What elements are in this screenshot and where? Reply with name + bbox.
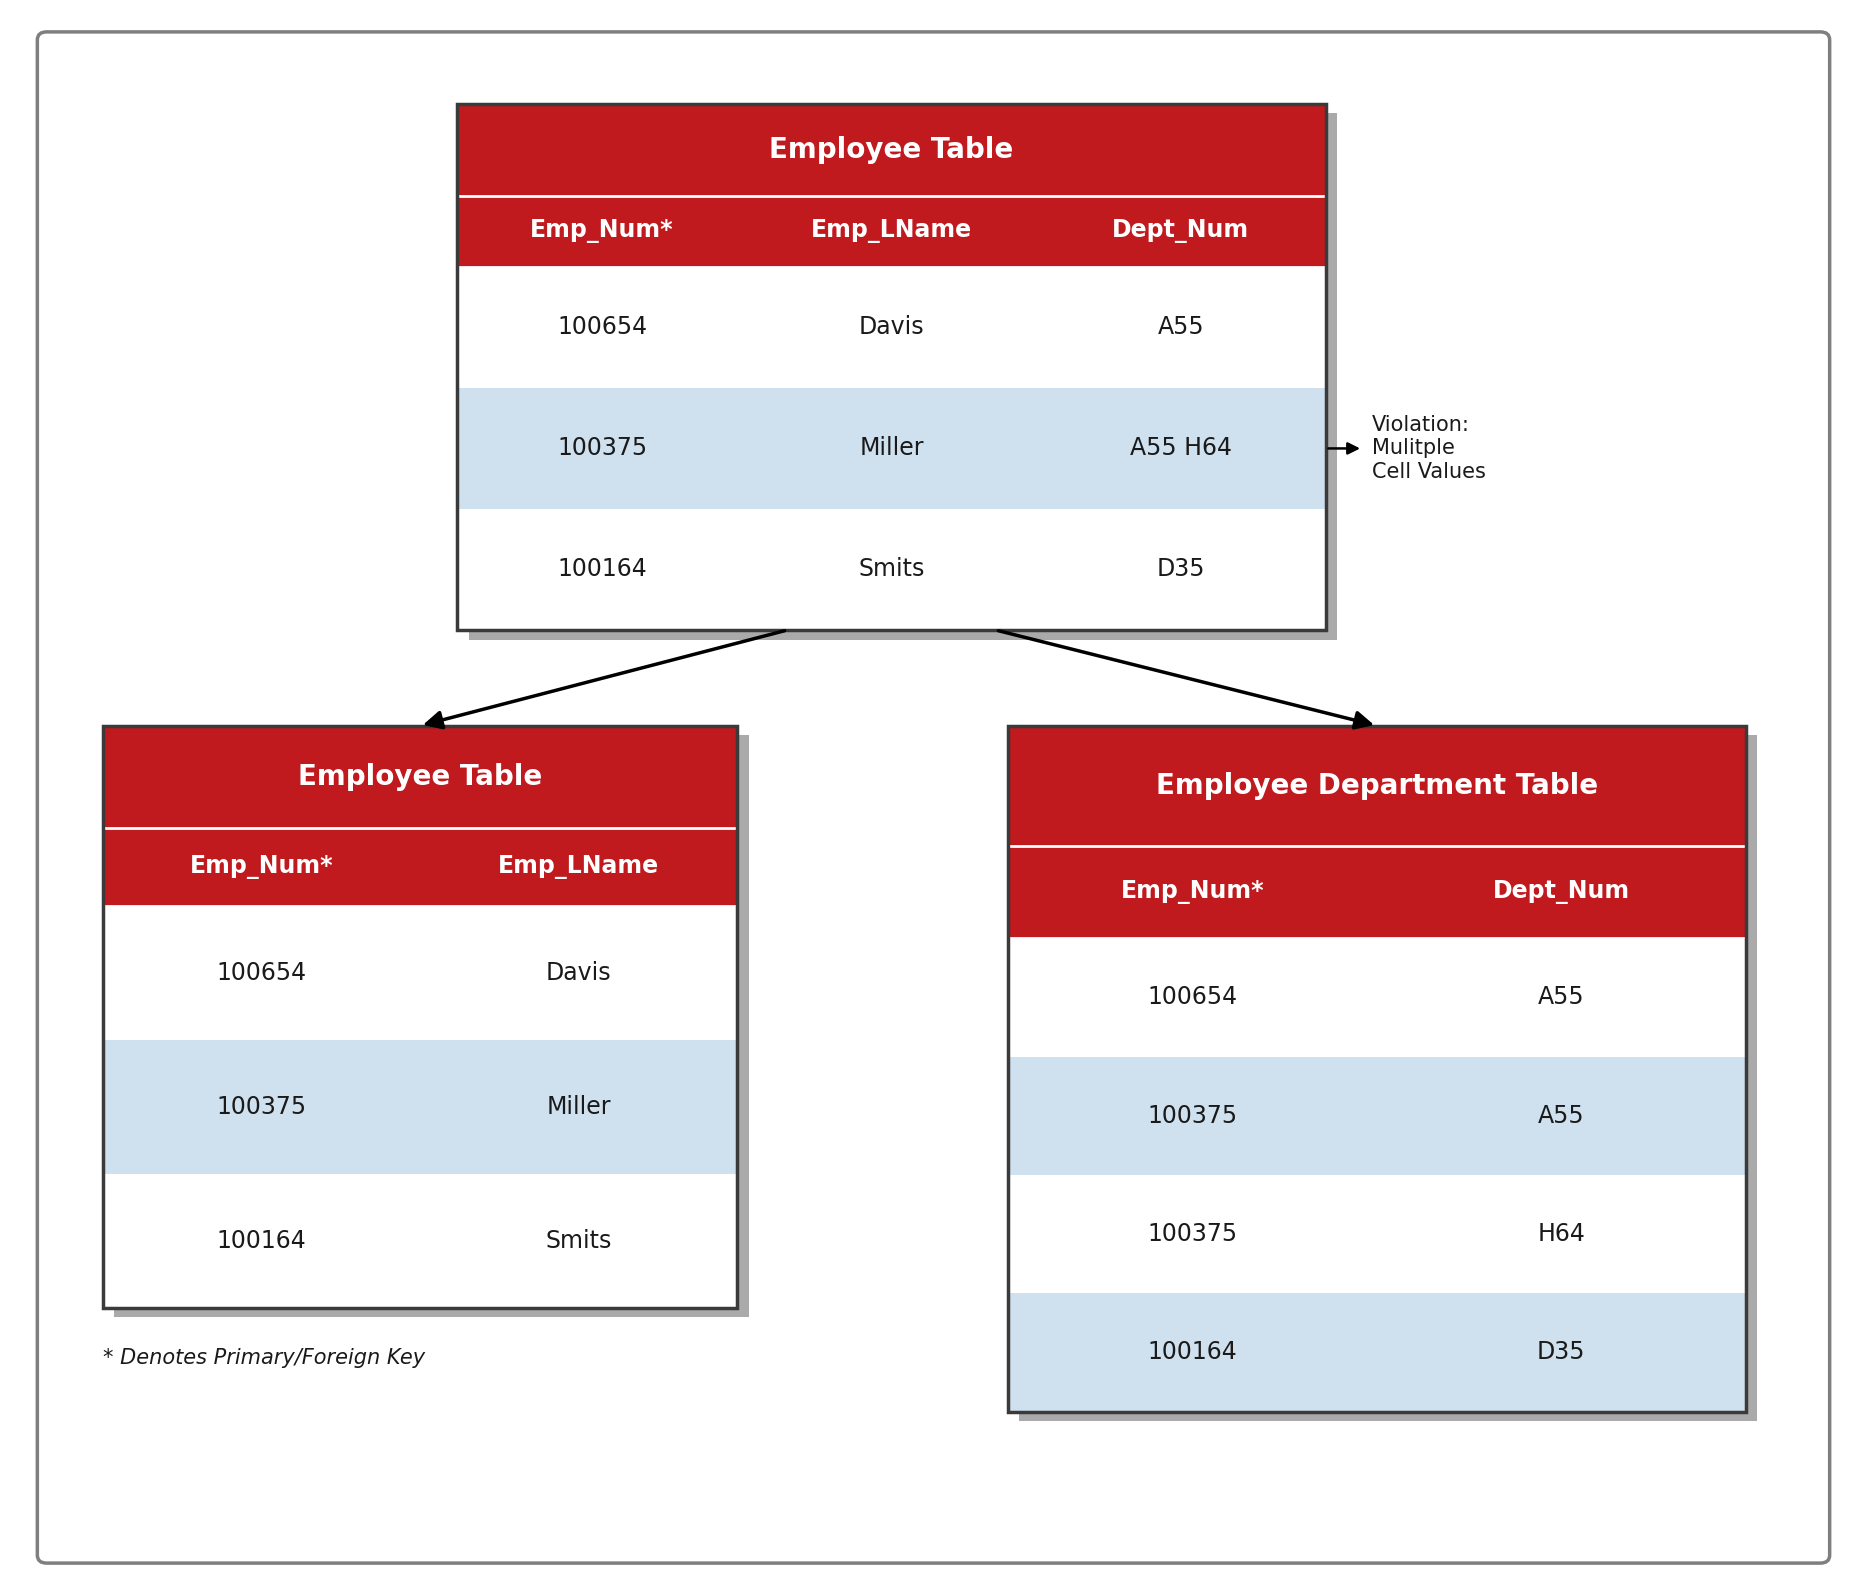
Text: Davis: Davis: [545, 962, 612, 986]
Bar: [457, 104, 1326, 630]
Bar: [114, 735, 749, 1317]
Bar: [1019, 735, 1757, 1421]
Text: Emp_Num*: Emp_Num*: [530, 220, 674, 244]
Bar: [103, 726, 737, 1308]
FancyBboxPatch shape: [37, 32, 1830, 1563]
Bar: [457, 388, 1326, 509]
Text: 100654: 100654: [1148, 986, 1238, 1010]
Bar: [457, 196, 1326, 266]
Bar: [1008, 726, 1746, 845]
Text: Employee Table: Employee Table: [769, 136, 1014, 164]
Bar: [1008, 938, 1746, 1056]
Text: A55 H64: A55 H64: [1130, 437, 1232, 461]
Text: A55: A55: [1538, 986, 1585, 1010]
Bar: [1008, 1056, 1746, 1176]
Text: Dept_Num: Dept_Num: [1494, 880, 1630, 904]
Text: 100375: 100375: [556, 437, 648, 461]
Text: A55: A55: [1158, 316, 1204, 340]
Bar: [457, 509, 1326, 630]
Text: 100654: 100654: [217, 962, 306, 986]
Text: 100375: 100375: [1148, 1222, 1238, 1246]
Text: Dept_Num: Dept_Num: [1113, 220, 1249, 244]
Text: * Denotes Primary/Foreign Key: * Denotes Primary/Foreign Key: [103, 1348, 426, 1369]
Text: H64: H64: [1537, 1222, 1585, 1246]
Text: 100375: 100375: [217, 1096, 306, 1120]
Bar: [1008, 1294, 1746, 1412]
Bar: [1008, 726, 1746, 1412]
Text: 100164: 100164: [556, 558, 648, 582]
Text: 100654: 100654: [556, 316, 648, 340]
Bar: [103, 1040, 737, 1174]
Text: Miller: Miller: [859, 437, 924, 461]
Text: Davis: Davis: [859, 316, 924, 340]
Text: Smits: Smits: [545, 1230, 612, 1254]
Bar: [469, 113, 1337, 640]
Bar: [103, 828, 737, 906]
Text: Emp_Num*: Emp_Num*: [1120, 880, 1264, 904]
Text: A55: A55: [1538, 1104, 1585, 1128]
Text: D35: D35: [1537, 1340, 1585, 1364]
Bar: [103, 1174, 737, 1308]
Text: Emp_LName: Emp_LName: [810, 220, 973, 244]
Text: 100164: 100164: [1148, 1340, 1238, 1364]
Text: Smits: Smits: [859, 558, 924, 582]
Text: 100375: 100375: [1148, 1104, 1238, 1128]
Text: Employee Table: Employee Table: [299, 762, 541, 791]
Bar: [103, 906, 737, 1040]
Text: D35: D35: [1158, 558, 1204, 582]
Text: Emp_LName: Emp_LName: [498, 855, 659, 879]
Bar: [103, 726, 737, 828]
Bar: [1008, 1176, 1746, 1294]
Text: Violation:
Mulitple
Cell Values: Violation: Mulitple Cell Values: [1372, 415, 1486, 482]
Bar: [457, 104, 1326, 196]
Text: Miller: Miller: [547, 1096, 611, 1120]
Text: Emp_Num*: Emp_Num*: [190, 855, 332, 879]
Bar: [457, 266, 1326, 388]
Text: 100164: 100164: [217, 1230, 306, 1254]
Bar: [1008, 845, 1746, 938]
Text: Employee Department Table: Employee Department Table: [1156, 772, 1598, 799]
